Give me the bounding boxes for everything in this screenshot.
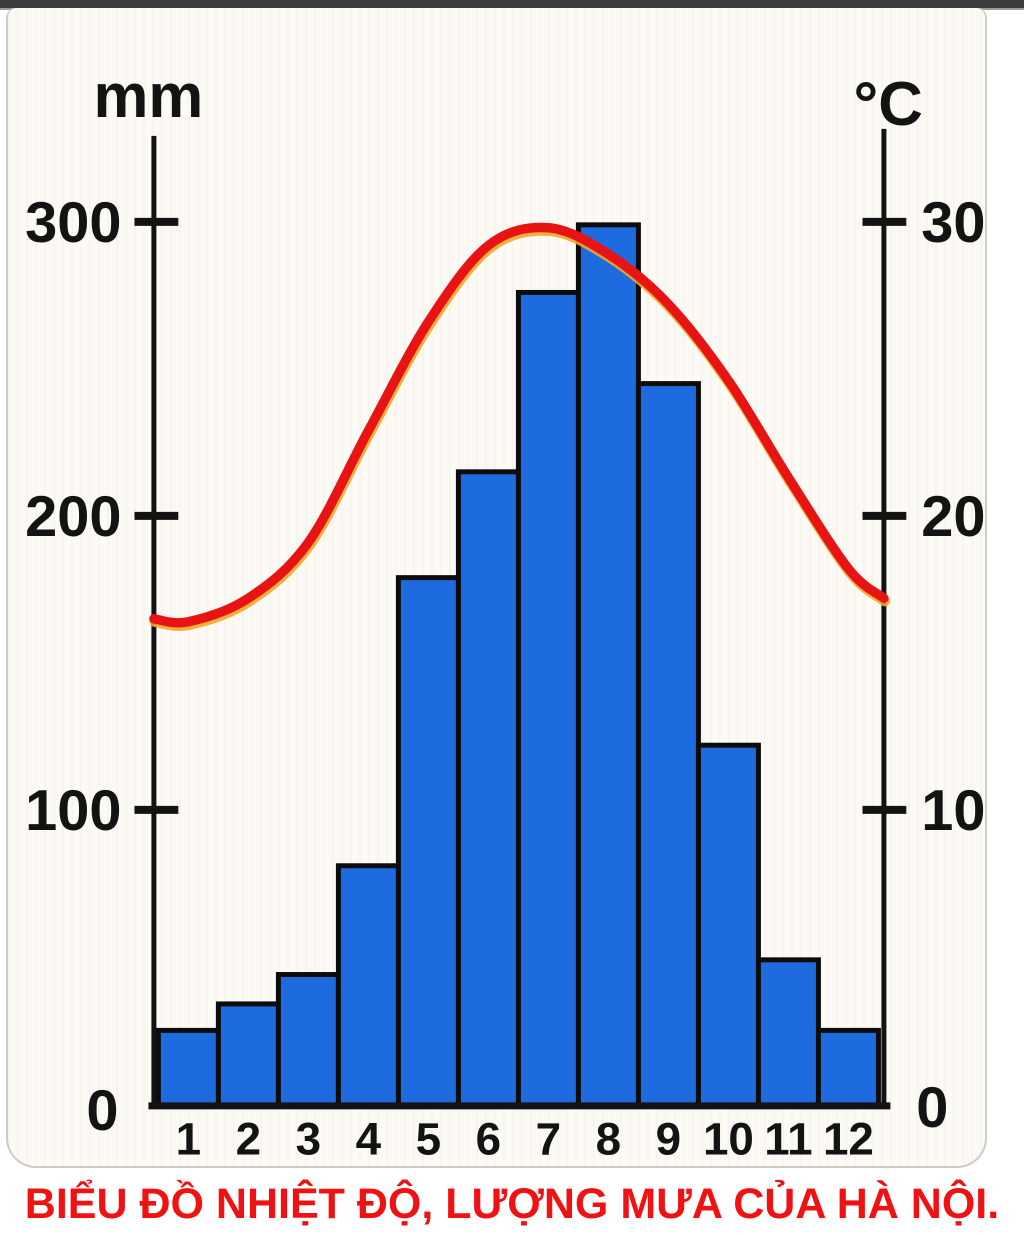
x-axis-label-9: 9 [656, 1114, 681, 1165]
x-axis-label-3: 3 [296, 1114, 321, 1165]
x-axis-label-4: 4 [356, 1114, 382, 1165]
bar-month-11 [755, 957, 821, 1109]
bar-month-9 [635, 381, 701, 1109]
right-tick-label-10: 10 [921, 779, 985, 843]
left-tick-label-0: 0 [86, 1079, 118, 1143]
x-axis-label-6: 6 [476, 1114, 501, 1165]
x-axis-label-8: 8 [596, 1114, 621, 1165]
left-tick-label-100: 100 [25, 779, 121, 843]
chart-title-bar: BIỂU ĐỒ NHIỆT ĐỘ, LƯỢNG MƯA CỦA HÀ NỘI. [0, 1174, 1024, 1235]
bar-month-7 [515, 289, 581, 1109]
right-tick-label-20: 20 [921, 485, 985, 549]
right-tick-label-30: 30 [921, 191, 985, 255]
right-tick-label-0: 0 [916, 1076, 948, 1140]
bar-month-4 [335, 863, 401, 1109]
bar-month-6 [455, 469, 521, 1109]
chart-title: BIỂU ĐỒ NHIỆT ĐỘ, LƯỢNG MƯA CỦA HÀ NỘI. [24, 1180, 1000, 1228]
left-axis-unit-label: mm [94, 62, 204, 131]
bar-month-10 [695, 742, 761, 1109]
bar-month-12 [815, 1027, 881, 1109]
left-tick-label-300: 300 [25, 191, 121, 255]
bar-month-2 [215, 1001, 281, 1109]
x-axis-label-2: 2 [236, 1114, 261, 1165]
bar-month-8 [575, 222, 641, 1109]
bar-month-1 [155, 1027, 221, 1109]
x-axis-label-10: 10 [703, 1114, 754, 1165]
x-axis-label-5: 5 [416, 1114, 441, 1165]
bar-month-5 [395, 575, 461, 1109]
left-tick-label-200: 200 [25, 485, 121, 549]
right-axis-unit-label: °C [854, 70, 923, 139]
x-axis-label-11: 11 [764, 1114, 812, 1165]
x-axis-label-7: 7 [536, 1114, 561, 1165]
x-axis-label-1: 1 [176, 1114, 201, 1165]
temperature-line [149, 222, 889, 628]
x-axis-label-12: 12 [823, 1114, 874, 1165]
bar-month-3 [275, 972, 341, 1109]
climate-chart-panel: 0 100 200 300 0 10 20 30 mm °C 1 2 3 4 5 6 7 8 9 10 11 12 [6, 8, 987, 1168]
